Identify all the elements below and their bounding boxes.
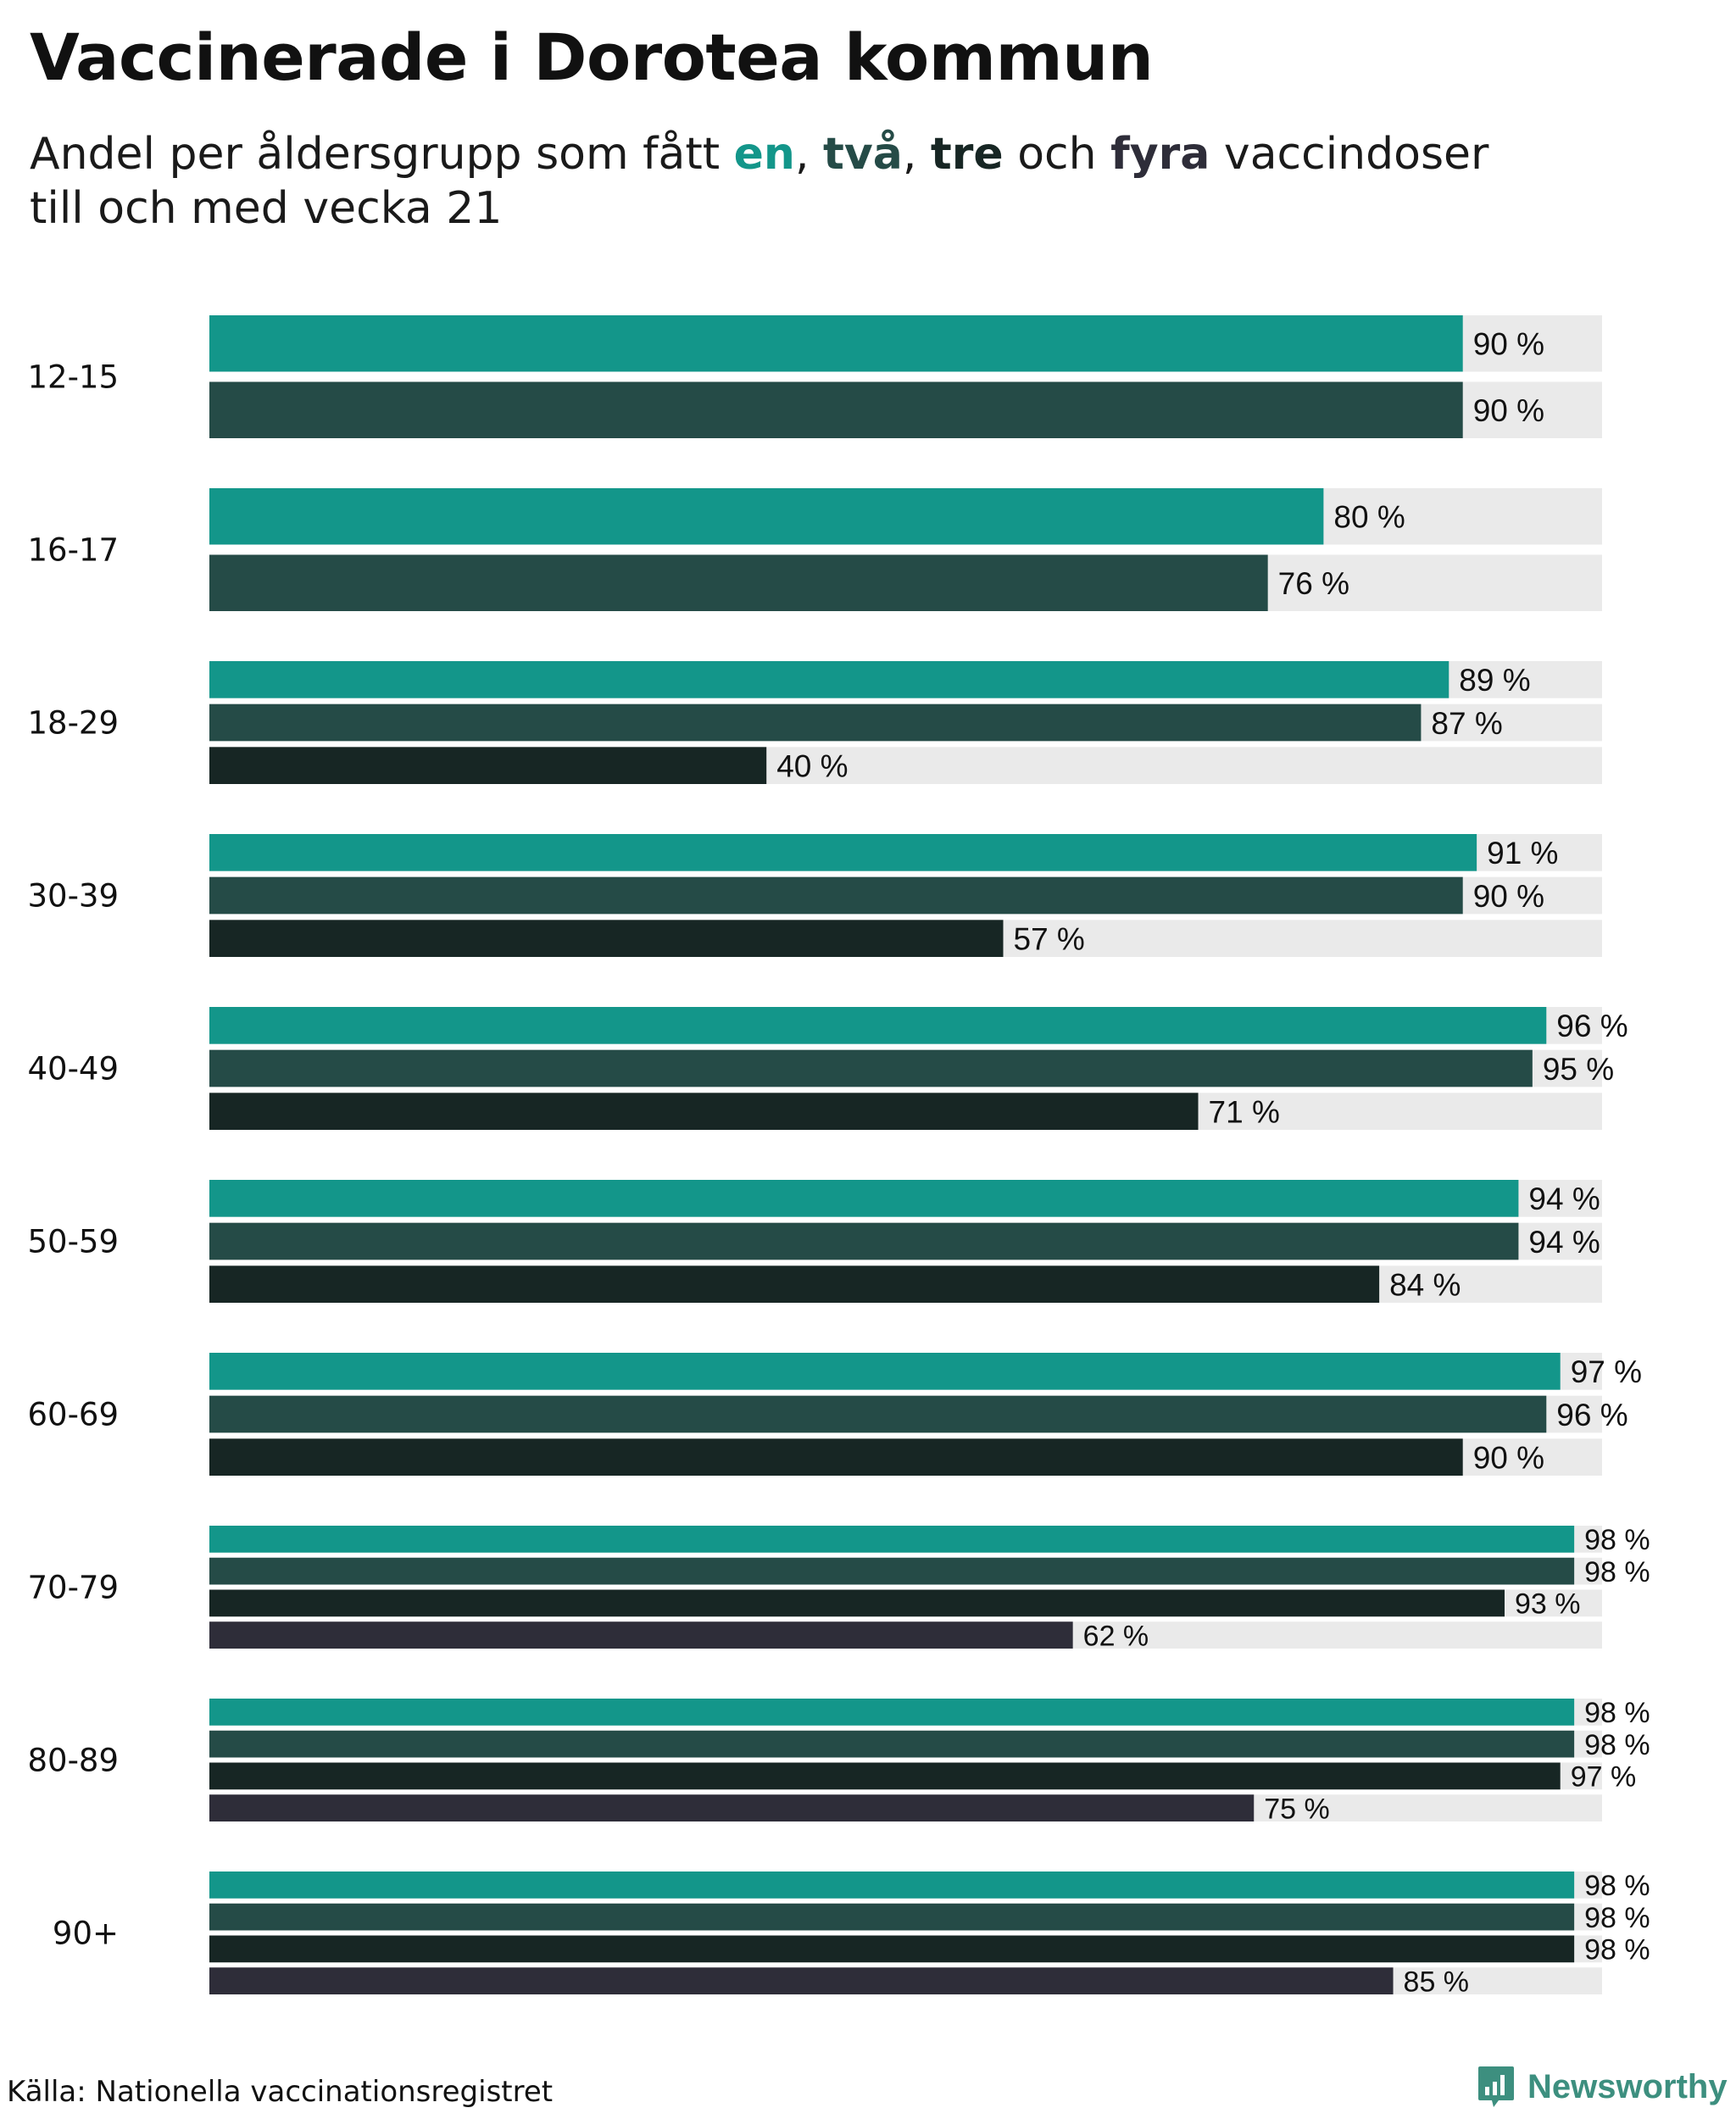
bar-value-label: 87 % xyxy=(1431,706,1502,741)
subtitle-dose-four: fyra xyxy=(1110,129,1210,180)
newsworthy-logo-icon xyxy=(1478,2066,1514,2107)
bar-tre xyxy=(209,1762,1561,1790)
bar-en xyxy=(209,315,1463,372)
subtitle-mid: och xyxy=(1003,129,1111,180)
bar-tre xyxy=(209,1265,1380,1303)
subtitle-line-2: till och med vecka 21 xyxy=(30,183,503,234)
bar-value-label: 94 % xyxy=(1528,1182,1600,1216)
brand-name: Newsworthy xyxy=(1527,2067,1728,2105)
bar-tre xyxy=(209,747,767,784)
bar-tre xyxy=(209,1589,1505,1617)
bar-value-label: 95 % xyxy=(1543,1052,1614,1087)
bar-value-label: 98 % xyxy=(1584,1556,1650,1588)
age-group-label: 16-17 xyxy=(27,532,119,569)
bar-två xyxy=(209,1049,1533,1087)
bar-en xyxy=(209,661,1449,698)
bar-value-label: 97 % xyxy=(1571,1354,1642,1389)
bar-value-label: 98 % xyxy=(1584,1870,1650,1902)
bar-tre xyxy=(209,920,1004,957)
chart-title: Vaccinerade i Dorotea kommun xyxy=(30,19,1154,95)
bar-tre xyxy=(209,1438,1463,1476)
bar-två xyxy=(209,1730,1575,1758)
bar-value-label: 90 % xyxy=(1473,1440,1544,1475)
bar-value-label: 98 % xyxy=(1584,1934,1650,1966)
subtitle-dose-one: en xyxy=(733,129,795,180)
bar-fyra xyxy=(209,1621,1073,1649)
bar-value-label: 98 % xyxy=(1584,1729,1650,1761)
bar-en xyxy=(209,1180,1519,1217)
bar-en xyxy=(209,1872,1575,1899)
bar-två xyxy=(209,1222,1519,1260)
bar-value-label: 91 % xyxy=(1487,836,1558,870)
bar-value-label: 96 % xyxy=(1556,1398,1628,1432)
bar-två xyxy=(209,554,1268,611)
subtitle-dose-three: tre xyxy=(930,129,1004,180)
bar-två xyxy=(209,876,1463,915)
bar-value-label: 94 % xyxy=(1528,1225,1600,1260)
bar-value-label: 71 % xyxy=(1209,1094,1280,1129)
subtitle-sep-1: , xyxy=(794,129,824,180)
bar-value-label: 85 % xyxy=(1404,1966,1470,1998)
bar-value-label: 90 % xyxy=(1473,327,1544,362)
bar-en xyxy=(209,834,1477,871)
bar-en xyxy=(209,1007,1547,1044)
age-group-label: 50-59 xyxy=(27,1224,119,1260)
bar-två xyxy=(209,381,1463,438)
bar-value-label: 76 % xyxy=(1278,566,1349,601)
bar-två xyxy=(209,704,1422,742)
age-group-label: 80-89 xyxy=(27,1743,119,1779)
bar-value-label: 57 % xyxy=(1014,921,1085,956)
age-group-label: 40-49 xyxy=(27,1051,119,1087)
subtitle-sep-2: , xyxy=(902,129,931,180)
bar-value-label: 98 % xyxy=(1584,1697,1650,1729)
bar-tre xyxy=(209,1093,1199,1130)
bar-value-label: 62 % xyxy=(1083,1620,1149,1652)
bar-value-label: 40 % xyxy=(776,748,848,783)
bar-chart: 12-15 90 % 90 % 16-17 80 % 76 % 18-29 89 % 87 % 4… xyxy=(27,315,1650,1998)
bar-tre xyxy=(209,1935,1575,1963)
age-group-label: 30-39 xyxy=(27,878,119,915)
bar-value-label: 97 % xyxy=(1571,1761,1637,1794)
bar-value-label: 96 % xyxy=(1556,1009,1628,1043)
bar-fyra xyxy=(209,1794,1255,1821)
age-group-label: 70-79 xyxy=(27,1570,119,1606)
bar-value-label: 89 % xyxy=(1459,663,1530,698)
bar-value-label: 75 % xyxy=(1264,1793,1330,1825)
bar-två xyxy=(209,1903,1575,1931)
subtitle-prefix: Andel per åldersgrupp som fått xyxy=(30,129,734,180)
source-note: Källa: Nationella vaccinationsregistret xyxy=(7,2075,554,2109)
subtitle-suffix: vaccindoser xyxy=(1210,129,1489,180)
brand-logo: Newsworthy xyxy=(1477,2065,1728,2109)
bar-value-label: 84 % xyxy=(1389,1267,1461,1302)
bar-två xyxy=(209,1395,1547,1433)
bar-två xyxy=(209,1557,1575,1585)
bar-value-label: 98 % xyxy=(1584,1902,1650,1934)
bar-value-label: 98 % xyxy=(1584,1524,1650,1556)
bar-value-label: 93 % xyxy=(1515,1588,1581,1621)
age-group-label: 18-29 xyxy=(27,705,119,742)
bar-en xyxy=(209,488,1324,545)
bar-value-label: 90 % xyxy=(1473,879,1544,914)
bar-en xyxy=(209,1699,1575,1726)
subtitle-dose-two: två xyxy=(823,129,903,180)
bar-en xyxy=(209,1526,1575,1553)
bar-value-label: 90 % xyxy=(1473,393,1544,428)
chart-subtitle: Andel per åldersgrupp som fått en, två, … xyxy=(30,127,1640,236)
age-group-label: 90+ xyxy=(53,1916,119,1952)
bar-en xyxy=(209,1353,1561,1390)
age-group-label: 12-15 xyxy=(27,359,119,396)
age-group-label: 60-69 xyxy=(27,1397,119,1433)
bar-value-label: 80 % xyxy=(1333,500,1405,535)
bar-fyra xyxy=(209,1967,1394,1994)
